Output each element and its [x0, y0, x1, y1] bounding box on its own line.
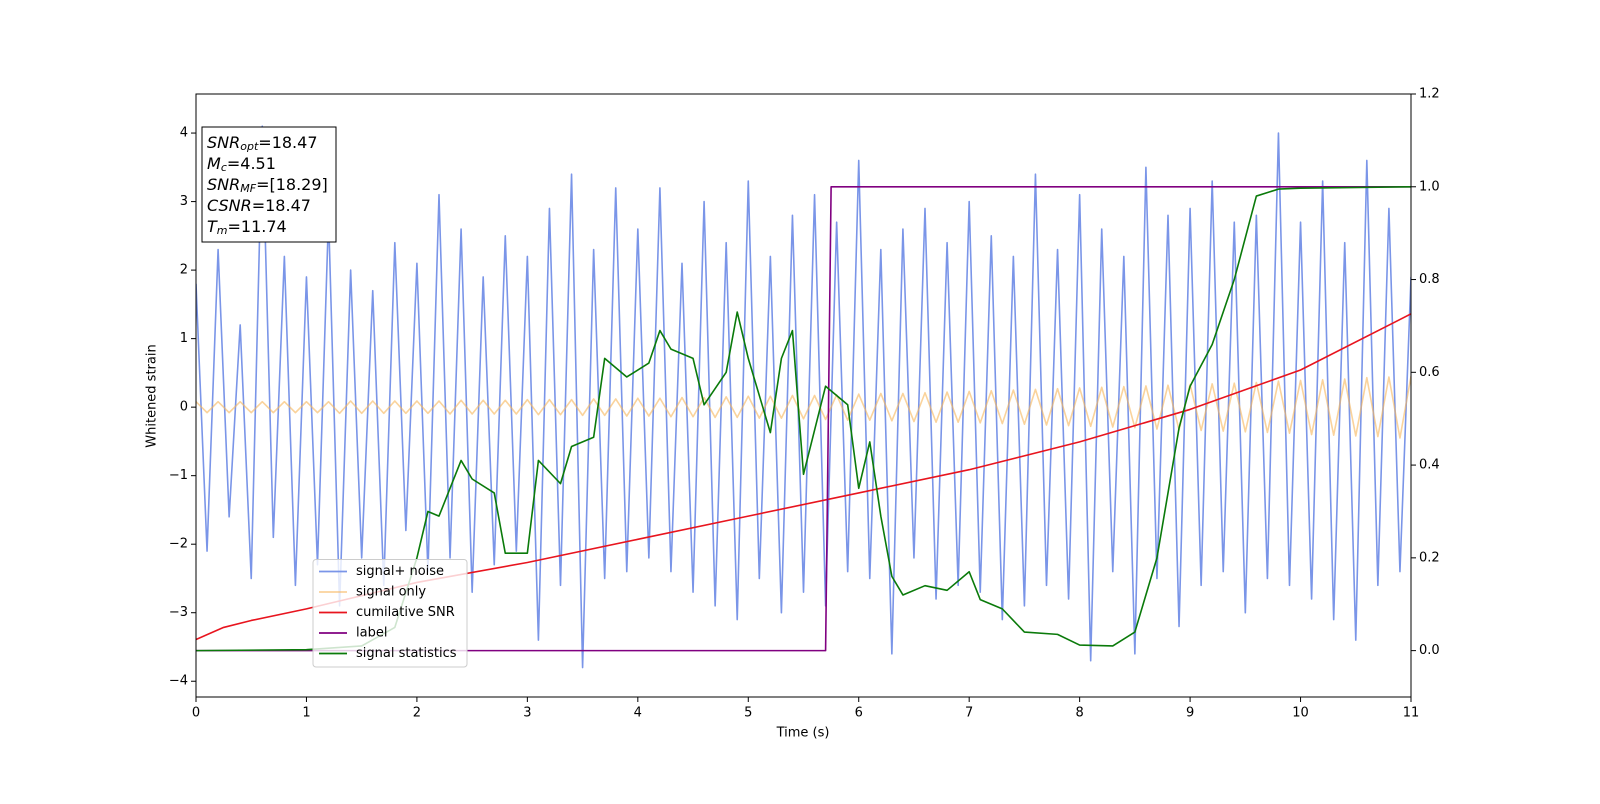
legend-label: label — [356, 626, 387, 641]
annotation-text: =18.47 — [252, 196, 311, 215]
annotation-text: =[18.29] — [256, 175, 328, 194]
annotation-main: CSNR — [207, 196, 252, 215]
axes-frame — [195, 93, 1412, 698]
annotation: SNRMF=[18.29] — [207, 175, 328, 196]
annotation-sub: MF — [240, 182, 256, 195]
x-axis-label: Time (s) — [776, 726, 830, 741]
y-tick-label: 0 — [180, 400, 188, 415]
legend-label: cumilative SNR — [356, 605, 455, 620]
x-tick-label: 5 — [744, 706, 752, 721]
annotation: Mc=4.51 — [207, 154, 276, 175]
x-tick-label: 0 — [192, 706, 200, 721]
x-tick-label: 4 — [634, 706, 642, 721]
y-tick-label: 1 — [180, 331, 188, 346]
legend-label: signal only — [356, 585, 426, 600]
annotation: SNRopt=18.47 — [207, 133, 318, 154]
y-tick-label: −3 — [169, 605, 188, 620]
x-tick-label: 9 — [1186, 706, 1194, 721]
annotation: Tm=11.74 — [207, 217, 287, 238]
x-tick-label: 2 — [413, 706, 421, 721]
annotation-sub: m — [217, 224, 228, 237]
annotation-main: SNR — [207, 133, 240, 152]
legend: signal+ noise signal only cumilative SNR la… — [312, 559, 468, 668]
y-tick-label: −1 — [169, 468, 188, 483]
y2-tick-label: 0.6 — [1419, 365, 1440, 380]
legend-label: signal statistics — [356, 646, 457, 661]
series-line — [196, 185, 1411, 652]
y-tick-label: 4 — [180, 126, 188, 141]
x-tick-label: 7 — [965, 706, 973, 721]
series-line — [196, 313, 1411, 641]
x-tick-label: 8 — [1075, 706, 1083, 721]
legend-label: signal+ noise — [356, 564, 444, 579]
annotation-sub: opt — [240, 140, 259, 153]
y-tick-label: 2 — [180, 263, 188, 278]
annotation-sub: c — [221, 161, 227, 174]
y-tick-label: −2 — [169, 537, 188, 552]
annotation-main: SNR — [207, 175, 240, 194]
y-axis-label: Whitened strain — [145, 344, 160, 447]
x-tick-label: 6 — [855, 706, 863, 721]
plot-area — [196, 125, 1411, 669]
x-tick-label: 10 — [1292, 706, 1309, 721]
legend-frame — [312, 559, 468, 668]
annotation-text: =4.51 — [227, 154, 276, 173]
annotation-main: M — [207, 154, 221, 173]
y2-tick-label: 1.2 — [1419, 87, 1440, 102]
x-tick-label: 11 — [1403, 706, 1420, 721]
y-tick-label: −4 — [169, 674, 188, 689]
series-line — [196, 376, 1411, 439]
annotation-text: =11.74 — [228, 217, 287, 236]
series-line — [196, 185, 1411, 652]
y2-tick-label: 0.4 — [1419, 458, 1440, 473]
y2-tick-label: 0.0 — [1419, 643, 1440, 658]
series-line — [196, 125, 1411, 669]
y2-tick-label: 0.8 — [1419, 272, 1440, 287]
x-tick-label: 1 — [302, 706, 310, 721]
annotation-text: =18.47 — [258, 133, 317, 152]
annotation-frame — [201, 126, 337, 243]
annotation: CSNR=18.47 — [207, 196, 311, 215]
y2-tick-label: 0.2 — [1419, 550, 1440, 565]
annotation-main: T — [207, 217, 218, 236]
y2-tick-label: 1.0 — [1419, 179, 1440, 194]
y-tick-label: 3 — [180, 194, 188, 209]
x-tick-label: 3 — [523, 706, 531, 721]
annotation-box: SNRopt=18.47Mc=4.51SNRMF=[18.29]CSNR=18.… — [201, 126, 337, 243]
